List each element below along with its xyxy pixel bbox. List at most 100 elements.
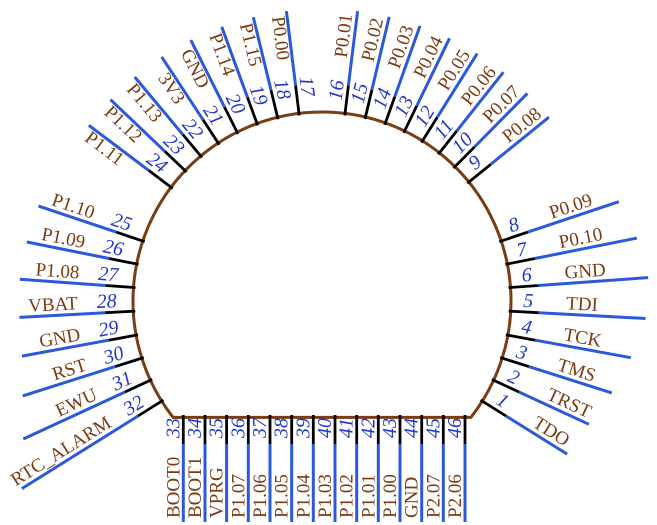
pin-number: 18 [269, 77, 295, 102]
pin-label: P1.07 [228, 474, 249, 518]
pin-number: 29 [97, 316, 121, 341]
pin-line [189, 39, 226, 108]
pin-line [87, 124, 150, 172]
pin-stub-line [105, 309, 136, 315]
pin-number: 45 [422, 418, 444, 438]
pin-label: P1.00 [380, 474, 401, 518]
pin-label: P0.10 [557, 224, 604, 253]
pin-line [251, 16, 273, 91]
pin-line [19, 311, 106, 319]
pin-label: P1.01 [358, 474, 379, 518]
pin-label: VPRG [207, 467, 228, 518]
pin-label: RTC_ALARM [7, 412, 115, 490]
pin-stub-line [508, 309, 539, 315]
pin-label: P1.08 [35, 259, 80, 283]
pin-stub-line [505, 257, 536, 266]
pin-stub-line [498, 230, 529, 244]
pin-number: 1 [492, 389, 512, 413]
pin-number: 15 [347, 81, 373, 106]
pin-label: P1.15 [235, 21, 266, 69]
pin-line [38, 204, 117, 234]
chip-body-outline [131, 110, 513, 419]
pin-number: 37 [249, 417, 271, 439]
pin-line [527, 200, 620, 234]
pin-stub-line [363, 89, 374, 120]
pin-line [160, 56, 205, 121]
pin-line [220, 26, 249, 98]
pin-number: 26 [101, 235, 125, 260]
pin-label: P1.06 [250, 474, 271, 518]
pin-line [534, 236, 638, 260]
pin-label: P1.14 [204, 30, 239, 79]
pin-label: P1.04 [293, 474, 314, 518]
pin-number: 27 [98, 263, 121, 286]
pin-line [538, 276, 649, 287]
pin-line [133, 76, 184, 136]
pin-line [415, 37, 451, 107]
pin-stub-line [115, 230, 146, 244]
pin-label: TRST [543, 384, 594, 423]
pin-label: P0.02 [358, 16, 389, 63]
pin-label: VBAT [28, 293, 79, 317]
pin-stub-line [479, 398, 507, 418]
pin-label: P1.02 [337, 474, 358, 518]
pin-line [19, 277, 106, 287]
pin-line [505, 414, 568, 456]
pin-label: 3V3 [153, 69, 189, 108]
pin-number: 4 [520, 316, 534, 339]
pin-line [455, 71, 505, 132]
pin-stub-line [343, 85, 350, 116]
pin-stub-line [124, 378, 153, 394]
pin-stub-line [201, 118, 221, 146]
pin-line [489, 116, 550, 166]
pin-label: P2.07 [423, 474, 444, 518]
pin-label: RST [50, 355, 90, 386]
pin-number: 40 [314, 418, 336, 438]
pin-number: 44 [401, 418, 423, 438]
pin-line [346, 11, 360, 86]
pin-stub-line [108, 333, 139, 342]
pin-label: P1.09 [40, 224, 87, 253]
pin-number: 33 [162, 418, 184, 439]
pin-line [538, 311, 646, 320]
pin-stub-line [147, 169, 174, 190]
pin-line [436, 52, 479, 118]
pin-stub-line [508, 284, 539, 289]
pin-stub-line [163, 150, 188, 174]
pin-line [528, 365, 613, 395]
pin-stub-line [246, 96, 260, 126]
pin-number: 43 [379, 418, 401, 438]
pin-line [21, 338, 109, 358]
pin-stub-line [499, 356, 530, 368]
pin-number: 17 [295, 75, 319, 99]
pin-stub-line [294, 85, 301, 116]
pin-line [370, 16, 391, 91]
pin-line [22, 390, 126, 441]
pin-number: 16 [325, 79, 349, 102]
pin-label: GND [38, 324, 82, 352]
pin-stub-line [491, 378, 520, 394]
pin-stub-line [383, 96, 397, 126]
pin-number: 35 [206, 418, 228, 439]
pin-number: 31 [108, 367, 136, 396]
pin-line [393, 25, 422, 98]
pin-label: GND [402, 477, 423, 518]
pin-number: 6 [521, 264, 533, 287]
pin-number: 39 [292, 418, 314, 439]
pin-stub-line [505, 333, 536, 342]
pin-stub-line [437, 130, 458, 156]
pin-label: BOOT0 [163, 457, 184, 518]
pin-stub-line [269, 89, 280, 120]
pin-label: P0.00 [267, 15, 293, 61]
pin-number: 5 [523, 290, 534, 313]
pin-stub-line [105, 284, 136, 289]
pin-line [535, 338, 632, 360]
pin-line [26, 240, 110, 260]
pin-label: P2.06 [445, 474, 466, 518]
pin-stub-line [181, 133, 204, 159]
pin-label: P1.03 [315, 474, 336, 518]
pin-line [284, 11, 298, 86]
pin-number: 34 [184, 418, 206, 439]
pin-stub-line [137, 398, 165, 418]
pin-label: TCK [562, 324, 603, 352]
